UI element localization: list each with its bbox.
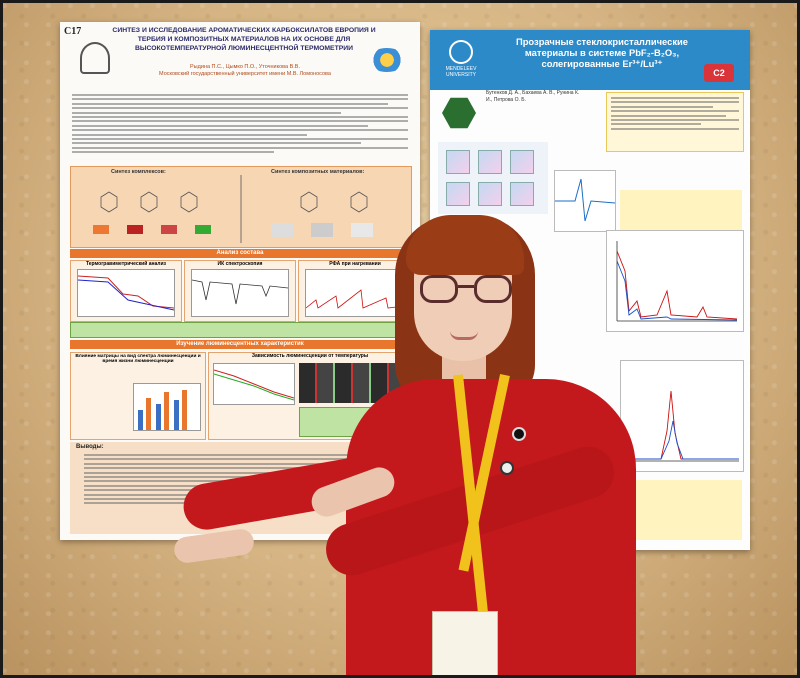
conclusions-title: Выводы: — [76, 444, 104, 450]
poster-right-authors: Бутенков Д. А., Бахаева А. В., Рунина К.… — [486, 90, 580, 103]
ir-chart — [191, 269, 289, 317]
absorption-chart — [606, 230, 744, 332]
sweater-pin-icon — [512, 427, 526, 441]
left-hand — [172, 527, 256, 565]
synthesis-complex-title: Синтез комплексов: — [111, 169, 166, 175]
poster-left-authors: Рыдина П.С., Цымко П.О., Уточникова В.В.… — [120, 64, 370, 78]
poster-left-header: C17 СИНТЕЗ И ИССЛЕДОВАНИЕ АРОМАТИЧЕСКИХ … — [60, 22, 420, 140]
ir-panel: ИК спектроскопия — [184, 260, 296, 322]
poster-left-title: СИНТЕЗ И ИССЛЕДОВАНИЕ АРОМАТИЧЕСКИХ КАРБ… — [112, 27, 376, 52]
name-badge — [432, 611, 498, 678]
smile — [450, 331, 478, 340]
synthesis-schemes — [93, 175, 373, 243]
xrd-panel: РФА при нагревании — [298, 260, 412, 322]
title-line-2: материалы в системе PbF₂-B₂O₃, — [524, 47, 680, 58]
section-composition-bar: Анализ состава — [70, 249, 410, 258]
poster-right-intro — [606, 92, 744, 152]
glasses-icon — [420, 275, 512, 305]
atom-icon — [449, 40, 473, 64]
info-block — [620, 190, 742, 230]
mendeleev-logo: MENDELEEV UNIVERSITY — [438, 40, 484, 80]
temperature-title: Зависимость люминесценции от температуры — [251, 353, 369, 359]
poster-right-header: MENDELEEV UNIVERSITY Прозрачные стеклокр… — [430, 30, 750, 90]
luminescence-chart — [620, 360, 744, 472]
temperature-chart — [213, 363, 295, 405]
hair-bangs — [406, 215, 524, 275]
university-logo-icon — [80, 42, 110, 74]
ir-title: ИК спектроскопия — [217, 261, 263, 267]
synthesis-box: Синтез комплексов: Синтез композитных ма… — [70, 166, 412, 248]
poster-id: C17 — [64, 26, 82, 37]
tga-title: Термогравиметрический анализ — [85, 261, 167, 267]
matrix-panel: Влияние матрицы на вид спектра люминесце… — [70, 352, 206, 440]
matrix-title: Влияние матрицы на вид спектра люминесце… — [75, 354, 201, 364]
authors-line: Рыдина П.С., Цымко П.О., Уточникова В.В. — [190, 64, 300, 70]
title-line-3: солегированные Er³⁺/Lu³⁺ — [541, 58, 663, 69]
dsc-chart — [554, 170, 616, 232]
title-line-1: Прозрачные стеклокристаллические — [515, 36, 689, 47]
affiliation-line: Московский государственный университет и… — [159, 71, 331, 77]
tga-panel: Термогравиметрический анализ — [70, 260, 182, 322]
synthesis-composite-title: Синтез композитных материалов: — [271, 169, 365, 175]
poster-badge: C2 — [704, 64, 734, 82]
mendeleev-logo-label: MENDELEEV UNIVERSITY — [445, 66, 477, 78]
presenter — [170, 215, 690, 678]
lifetime-bar-chart — [133, 383, 201, 431]
conclusion-note — [620, 480, 742, 540]
lab-hexagon-icon — [442, 97, 476, 129]
poster-left: C17 СИНТЕЗ И ИССЛЕДОВАНИЕ АРОМАТИЧЕСКИХ … — [60, 22, 420, 540]
intro-text — [72, 94, 408, 155]
tga-chart — [77, 269, 175, 317]
poster-right-title: Прозрачные стеклокристаллические материа… — [492, 36, 712, 69]
xrd-title: РФА при нагревании — [329, 261, 381, 267]
section-luminescence-bar: Изучение люминесцентных характеристик — [70, 340, 410, 349]
conference-logo-icon — [368, 48, 406, 72]
crystal-structure-panel — [438, 142, 548, 214]
sweater-pin-icon-2 — [500, 461, 514, 475]
